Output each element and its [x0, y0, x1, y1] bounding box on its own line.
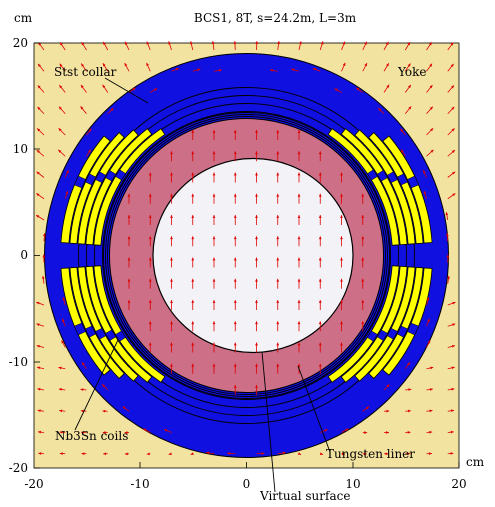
y-tick-label: -20	[9, 461, 28, 475]
x-axis-unit: cm	[466, 455, 485, 469]
x-tick-label: 0	[243, 477, 251, 491]
y-axis-unit: cm	[14, 11, 33, 25]
stst-collar-label: Stst collar	[54, 65, 117, 79]
y-tick-label: 20	[13, 36, 28, 50]
coils-label: Nb3Sn coils	[55, 429, 128, 443]
figure-title: BCS1, 8T, s=24.2m, L=3m	[194, 11, 357, 25]
x-tick-label: -20	[24, 477, 43, 491]
virtual-surface-label: Virtual surface	[259, 489, 350, 502]
y-tick-label: 0	[20, 248, 28, 262]
y-tick-label: 10	[13, 142, 28, 156]
x-tick-label: 20	[451, 477, 466, 491]
yoke-label: Yoke	[397, 65, 426, 79]
liner-label: Tungsten liner	[326, 447, 415, 461]
y-tick-label: -10	[9, 355, 28, 369]
aperture	[153, 159, 353, 353]
x-tick-label: -10	[130, 477, 149, 491]
